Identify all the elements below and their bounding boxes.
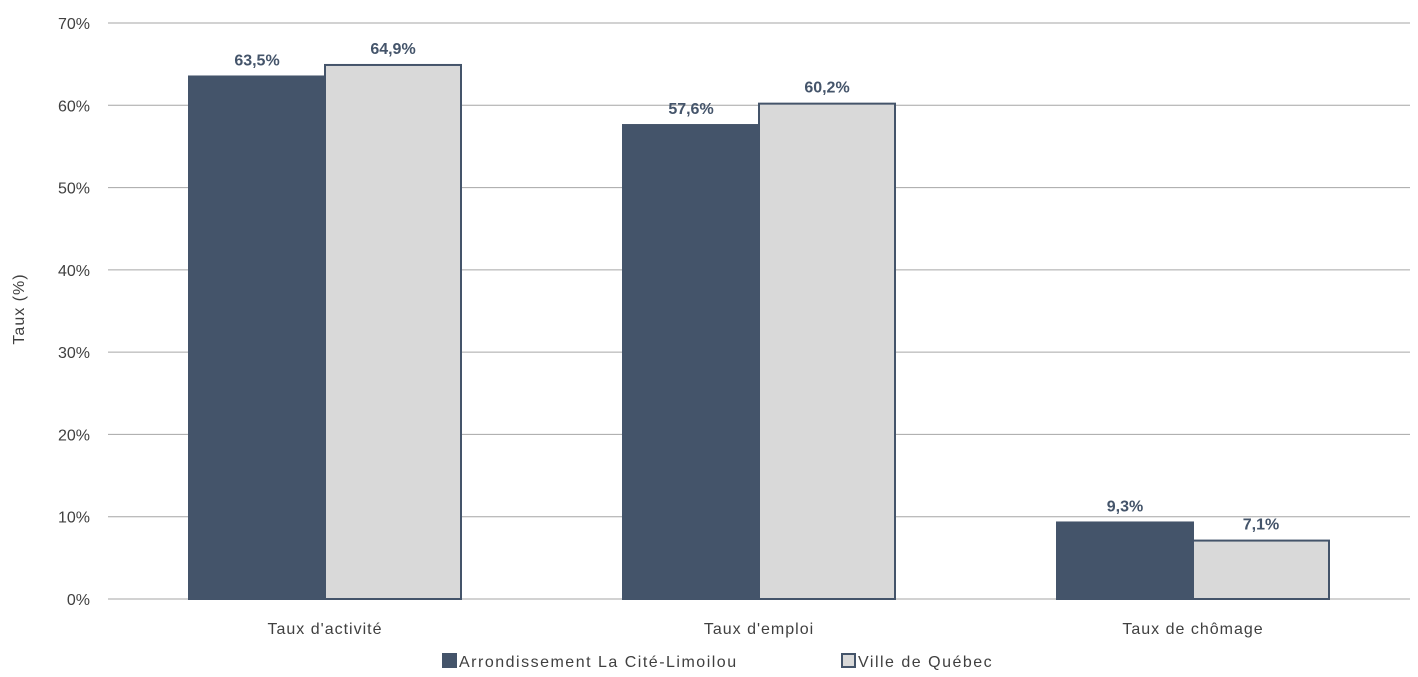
y-tick-label: 60% — [58, 98, 90, 115]
x-tick-label: Taux de chômage — [1122, 621, 1263, 638]
x-axis-ticks: Taux d'activité Taux d'emploi Taux de chôm… — [268, 621, 1263, 638]
data-label: 9,3% — [1107, 498, 1143, 515]
y-tick-label: 40% — [58, 263, 90, 280]
x-tick-label: Taux d'activité — [268, 621, 383, 638]
y-axis-ticks: 0% 10% 20% 30% 40% 50% 60% 70% — [58, 16, 90, 609]
data-label: 7,1% — [1243, 517, 1279, 534]
legend-label: Arrondissement La Cité-Limoilou — [459, 654, 738, 671]
bar-ville-2 — [1192, 539, 1330, 601]
data-label: 63,5% — [234, 52, 279, 69]
data-label: 64,9% — [370, 41, 415, 58]
y-tick-label: 0% — [67, 592, 90, 609]
legend: Arrondissement La Cité-Limoilou Ville de … — [442, 653, 993, 671]
bar-arrondissement-2 — [1056, 521, 1194, 601]
data-labels: 63,5% 64,9% 57,6% 60,2% 9,3% 7,1% — [234, 41, 1279, 534]
data-label: 57,6% — [668, 101, 713, 118]
y-tick-label: 10% — [58, 510, 90, 527]
y-tick-label: 30% — [58, 345, 90, 362]
bar-arrondissement-1 — [622, 124, 760, 601]
bar-ville-1 — [758, 102, 896, 600]
bars — [188, 63, 1330, 601]
y-tick-label: 70% — [58, 16, 90, 33]
y-axis-title: Taux (%) — [11, 273, 28, 344]
bar-arrondissement-0 — [188, 75, 326, 600]
data-label: 60,2% — [804, 80, 849, 97]
legend-swatch — [841, 653, 856, 668]
bar-ville-0 — [324, 63, 462, 601]
legend-label: Ville de Québec — [858, 654, 993, 671]
y-tick-label: 20% — [58, 427, 90, 444]
legend-swatch — [442, 653, 457, 668]
y-tick-label: 50% — [58, 181, 90, 198]
x-tick-label: Taux d'emploi — [704, 621, 814, 638]
